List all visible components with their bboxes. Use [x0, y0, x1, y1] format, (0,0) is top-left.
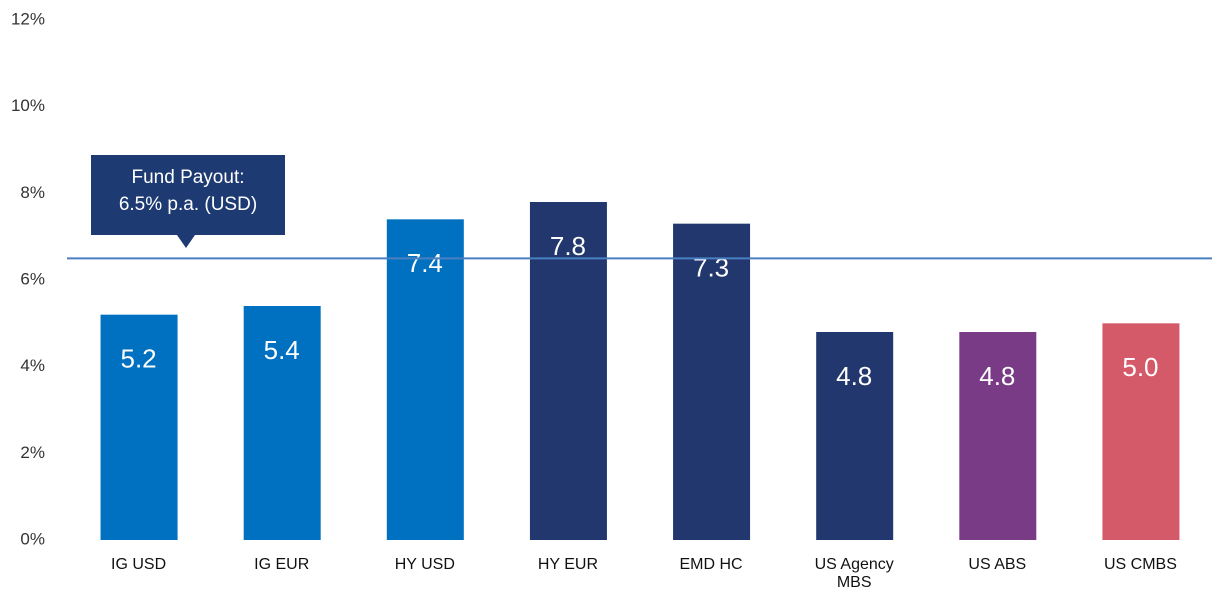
value-label: 5.0 [1122, 352, 1158, 382]
y-tick-label: 4% [20, 356, 45, 375]
x-tick-label: US ABS [968, 556, 1027, 573]
y-tick-label: 10% [11, 96, 45, 115]
bar [100, 314, 178, 540]
bar [959, 332, 1037, 540]
bar [816, 332, 894, 540]
x-label-box: IG EUR [254, 556, 310, 573]
x-tick-label: US Agency MBS [814, 556, 894, 591]
bar [243, 306, 321, 540]
x-tick-label: IG USD [111, 556, 167, 573]
annotation-text: Fund Payout: [131, 167, 244, 188]
value-label: 7.3 [693, 253, 729, 283]
x-label-box: HY USD [394, 556, 455, 573]
x-tick-label: EMD HC [679, 556, 743, 573]
value-label: 5.2 [120, 344, 156, 374]
bar [386, 219, 464, 541]
bar [1102, 323, 1180, 540]
x-label-box: US ABS [968, 556, 1027, 573]
x-label-box: HY EUR [537, 556, 599, 573]
y-tick-label: 0% [20, 529, 45, 548]
value-label: 7.4 [407, 248, 443, 278]
x-label-box: EMD HC [679, 556, 743, 573]
annotation-text: 6.5% p.a. (USD) [119, 194, 257, 215]
annotation-box [91, 155, 285, 248]
x-label-box: US CMBS [1103, 556, 1177, 573]
bar [673, 223, 751, 540]
x-label-box: IG USD [111, 556, 167, 573]
y-tick-label: 2% [20, 443, 45, 462]
y-tick-label: 6% [20, 269, 45, 288]
x-tick-label: IG EUR [254, 556, 310, 573]
value-label: 7.8 [550, 231, 586, 261]
x-tick-label: HY USD [394, 556, 455, 573]
x-tick-label: HY EUR [537, 556, 599, 573]
value-label: 5.4 [264, 335, 300, 365]
y-tick-label: 12% [11, 9, 45, 28]
x-tick-label: US CMBS [1103, 556, 1177, 573]
value-label: 4.8 [836, 361, 872, 391]
y-tick-label: 8% [20, 183, 45, 202]
value-label: 4.8 [979, 361, 1015, 391]
x-label-box: US Agency MBS [814, 556, 894, 591]
